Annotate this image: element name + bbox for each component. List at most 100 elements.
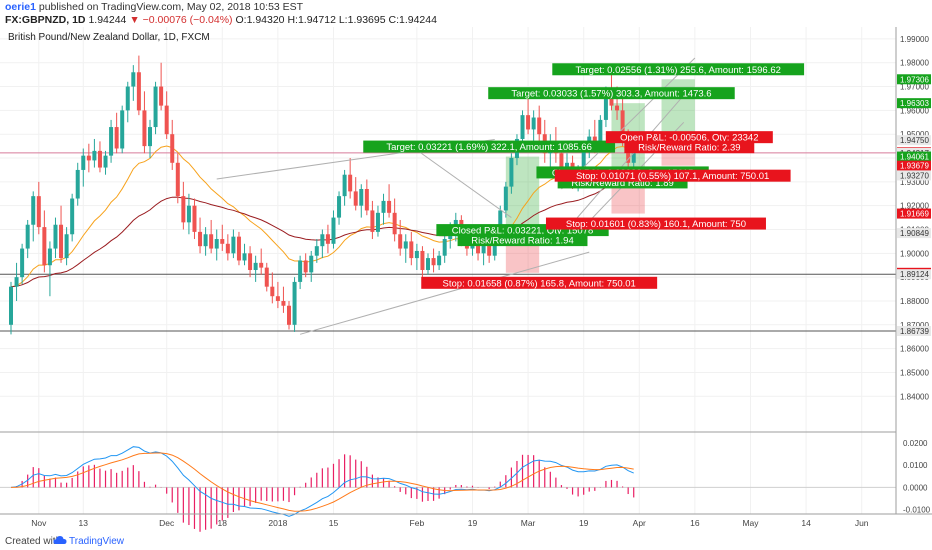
price-tick-label: 1.96000: [900, 106, 929, 115]
price-label: 1.86739: [900, 327, 929, 336]
target-label-text: Target: 0.02556 (1.31%) 255.6, Amount: 1…: [575, 65, 780, 76]
candle-body: [303, 260, 308, 273]
macd-scale[interactable]: 0.0200 0.0100 0.0000 -0.0100: [903, 439, 931, 514]
candle-body: [170, 134, 175, 163]
low-value: L:1.93695: [338, 14, 386, 26]
time-tick-label: Feb: [410, 518, 425, 528]
author-link[interactable]: oerie1: [5, 1, 36, 13]
price-label-bg: [897, 228, 931, 239]
pnl-label-text: Closed P&L: 0.03221, Qty: 15078: [452, 226, 594, 237]
candle-body: [203, 234, 208, 247]
candle-body: [136, 72, 141, 111]
footer: Created with TradingView: [0, 532, 932, 550]
price-tick-label: 1.92000: [900, 202, 929, 211]
candle-body: [325, 234, 330, 244]
candle-body: [320, 234, 325, 247]
high-value: H:1.94712: [287, 14, 336, 26]
price-label-bg: [897, 151, 931, 162]
candle-body: [264, 267, 269, 287]
time-tick-label: 14: [801, 518, 811, 528]
candle-body: [225, 243, 230, 254]
target-label-bg: [552, 63, 805, 76]
candle-body: [270, 286, 275, 297]
open-value: O:1.94320: [235, 14, 285, 26]
target-label-bg: [488, 87, 735, 100]
candle-body: [437, 255, 442, 266]
tradingview-brand-link[interactable]: TradingView: [69, 536, 125, 547]
price-label-bg: [897, 269, 931, 280]
price-label: 1.94750: [900, 136, 929, 145]
symbol-quote: FX:GBPNZD, 1D 1.94244 ▼ −0.00076 (−0.04%…: [5, 14, 437, 26]
pnl-label-bg: [605, 131, 773, 144]
time-scale[interactable]: Nov 13 Dec 18 2018 15 Feb 19 Mar 19 Apr 16 May 14 Jun: [31, 518, 869, 528]
candle-body: [47, 248, 52, 266]
candle-body: [292, 281, 297, 325]
candle-body: [598, 119, 603, 144]
close-value: C:1.94244: [388, 14, 437, 26]
trendline: [299, 251, 590, 335]
candle-body: [364, 189, 369, 211]
candle-body: [331, 217, 336, 244]
price-label-bg: [897, 208, 931, 219]
macd-tick-label: 0.0200: [903, 439, 928, 448]
candle-body: [131, 72, 136, 87]
price-tick-label: 1.88000: [900, 297, 929, 306]
target-label: Target: 0.03221 (1.69%) 322.1, Amount: 1…: [363, 140, 616, 153]
candle-body: [97, 150, 102, 168]
stop-label: Stop: 0.01071 (0.55%) 107.1, Amount: 750…: [554, 169, 791, 182]
candle-body: [520, 115, 525, 139]
time-tick-label: 16: [690, 518, 700, 528]
candle-body: [259, 262, 264, 268]
candle-body: [242, 253, 247, 261]
price-label-bg: [897, 98, 931, 109]
candle-body: [487, 243, 492, 256]
candle-body: [120, 110, 125, 149]
candle-body: [209, 234, 214, 249]
risk-reward-label-text: Risk/Reward Ratio: 1.89: [571, 178, 673, 189]
target-label-text: Target: 0.03221 (1.69%) 322.1, Amount: 1…: [386, 142, 591, 153]
price-tick-label: 1.93000: [900, 178, 929, 187]
time-tick-label: 18: [218, 518, 228, 528]
stop-label-text: Stop: 0.01658 (0.87%) 165.8, Amount: 750…: [443, 278, 636, 289]
price-label: 1.93679: [900, 162, 929, 171]
position-labels: Target: 0.03221 (1.69%) 322.1, Amount: 1…: [363, 63, 805, 289]
candle-body: [214, 239, 219, 249]
candle-body: [231, 236, 236, 254]
time-tick-label: 13: [79, 518, 89, 528]
candle-body: [142, 110, 147, 147]
candle-body: [537, 117, 542, 135]
candle-body: [481, 243, 486, 254]
price-label-bg: [897, 135, 931, 146]
candle-body: [592, 136, 597, 144]
published-text: published on TradingView.com, May 02, 20…: [38, 1, 304, 13]
candle-body: [442, 239, 447, 256]
target-label: Target: 0.03033 (1.57%) 303.3, Amount: 1…: [488, 87, 735, 100]
price-label-bg: [897, 160, 931, 171]
trendline: [411, 145, 512, 218]
price-tick-label: 1.99000: [900, 35, 929, 44]
price-chart[interactable]: Target: 0.03221 (1.69%) 322.1, Amount: 1…: [0, 27, 932, 532]
candle-body: [153, 86, 158, 128]
candle-body: [381, 200, 386, 213]
price-scale[interactable]: 1.99000 1.98000 1.97000 1.96000 1.95000 1.940…: [897, 35, 931, 401]
candle-body: [36, 196, 41, 228]
risk-reward-label-text: Risk/Reward Ratio: 1.94: [471, 236, 573, 247]
pnl-label-text: Open P&L: -0.00506, Qty: 23342: [620, 133, 758, 144]
macd-line: [10, 446, 634, 517]
macd-pane: [0, 446, 896, 532]
risk-reward-label-text: Risk/Reward Ratio: 2.39: [638, 143, 740, 154]
down-arrow-icon: ▼: [129, 14, 140, 26]
risk-reward-label-bg: [457, 234, 588, 247]
candle-body: [31, 196, 36, 225]
candle-body: [281, 300, 286, 306]
stop-label: Stop: 0.01658 (0.87%) 165.8, Amount: 750…: [421, 276, 658, 289]
candle-body: [186, 205, 191, 223]
risk-reward-label: Risk/Reward Ratio: 1.94: [457, 234, 588, 247]
candle-body: [387, 200, 392, 213]
price-tick-label: 1.87000: [900, 321, 929, 330]
created-with-text: Created with: [5, 536, 62, 547]
candle-body: [53, 224, 58, 249]
candle-body: [337, 196, 342, 218]
time-tick-label: 19: [468, 518, 478, 528]
candle-body: [348, 174, 353, 192]
